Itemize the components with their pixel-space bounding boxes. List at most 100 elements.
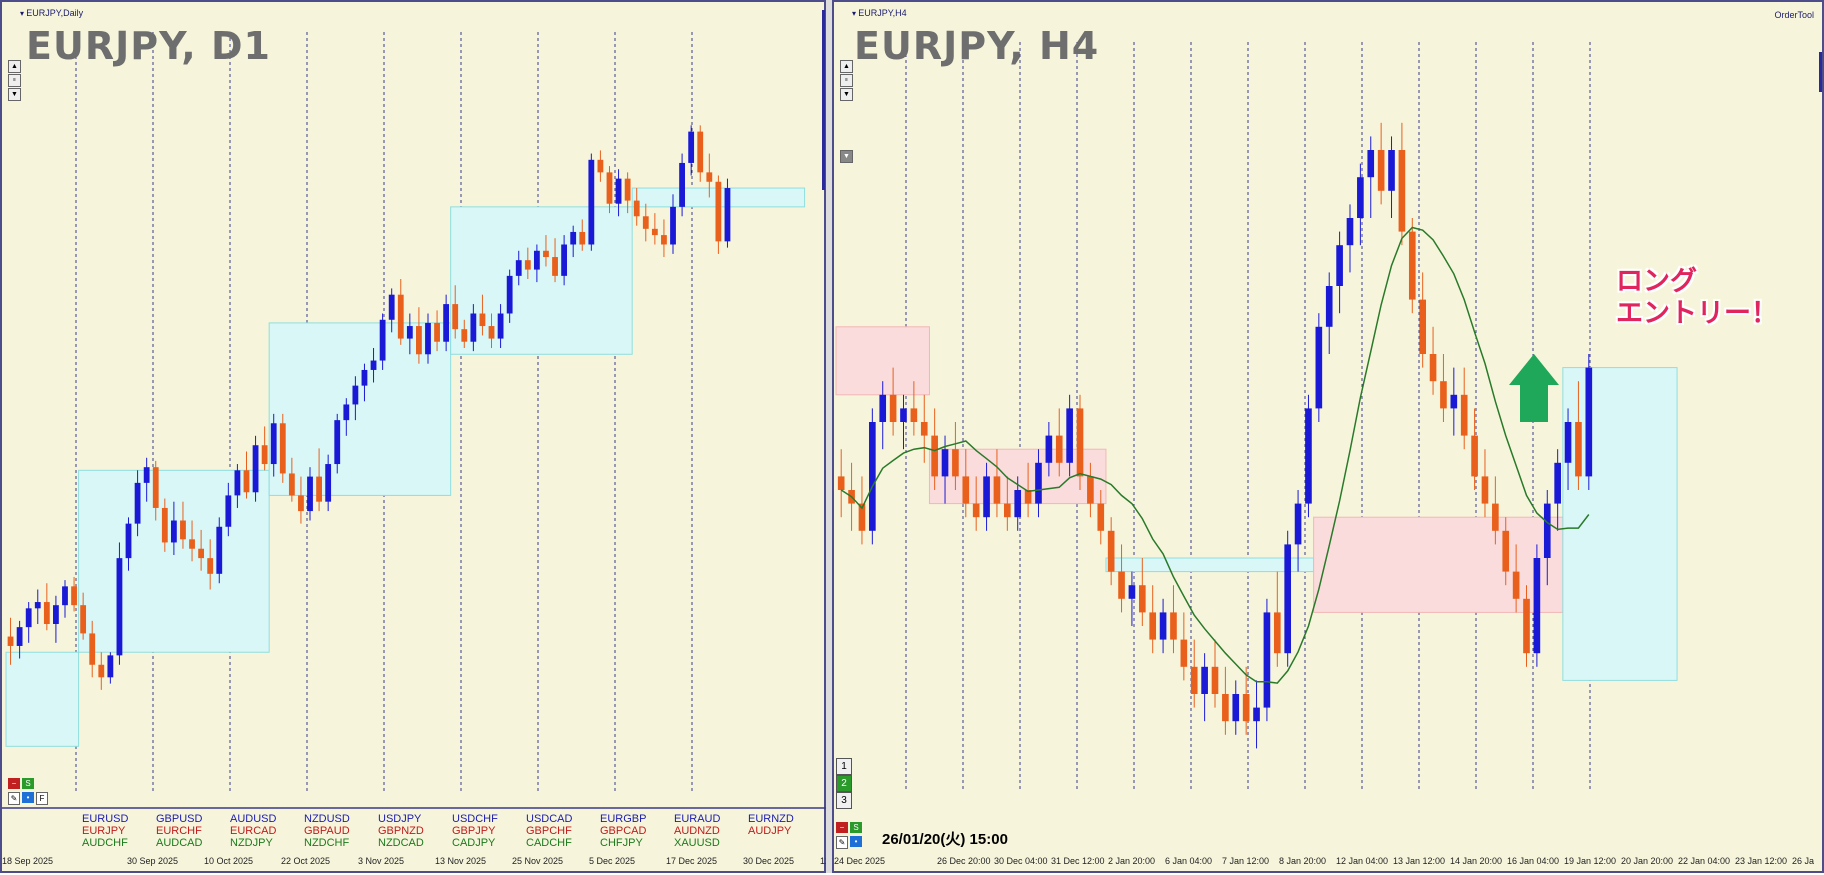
pair-symbol[interactable]: EURNZD bbox=[748, 813, 794, 825]
x-tick-label: 16 Jan 04:00 bbox=[1507, 856, 1560, 866]
s-button[interactable]: S bbox=[22, 778, 34, 789]
dot-icon[interactable]: • bbox=[22, 792, 34, 803]
candle-body bbox=[89, 633, 96, 665]
pair-column[interactable]: AUDUSD EURCAD NZDJPY bbox=[230, 813, 276, 849]
scroll-up-icon[interactable]: ▲ bbox=[8, 60, 21, 73]
candle-body bbox=[180, 520, 186, 540]
pair-symbol[interactable]: EURGBP bbox=[600, 813, 647, 825]
pair-symbol[interactable]: AUDNZD bbox=[674, 825, 720, 837]
tab-2[interactable]: 2 bbox=[836, 775, 852, 792]
pair-symbol[interactable]: NZDCHF bbox=[304, 837, 350, 849]
pair-column[interactable]: USDJPY GBPNZD NZDCAD bbox=[378, 813, 424, 849]
pair-symbol[interactable]: EURCAD bbox=[230, 825, 277, 837]
pair-symbol[interactable]: GBPAUD bbox=[304, 825, 350, 837]
candle-body bbox=[1575, 422, 1582, 477]
pair-symbol[interactable]: EURUSD bbox=[82, 813, 129, 825]
minus-icon[interactable]: − bbox=[8, 778, 20, 789]
candle-body bbox=[1107, 530, 1115, 572]
candle-body bbox=[1543, 503, 1551, 558]
scroll-down-icon[interactable]: ▼ bbox=[8, 88, 21, 101]
pair-symbol[interactable]: NZDJPY bbox=[230, 837, 273, 849]
s-button[interactable]: S bbox=[850, 822, 862, 833]
candle-body bbox=[425, 322, 431, 355]
pair-symbol[interactable]: GBPCAD bbox=[600, 825, 647, 837]
pair-symbol[interactable]: USDJPY bbox=[378, 813, 422, 825]
pair-symbol[interactable]: XAUUSD bbox=[674, 837, 720, 849]
candle-body bbox=[189, 539, 195, 549]
x-tick-label: 20 Jan 20:00 bbox=[1621, 856, 1674, 866]
candle-body bbox=[161, 507, 168, 543]
pencil-icon[interactable]: ✎ bbox=[836, 836, 848, 849]
candle-body bbox=[1180, 639, 1188, 667]
pair-column[interactable]: GBPUSD EURCHF AUDCAD bbox=[156, 813, 202, 849]
pair-symbol[interactable]: NZDCAD bbox=[378, 837, 424, 849]
pair-column[interactable]: NZDUSD GBPAUD NZDCHF bbox=[304, 813, 350, 849]
candle-body bbox=[1325, 286, 1333, 327]
candle-body bbox=[452, 304, 459, 330]
left-chart-window[interactable]: EURJPY,Daily EURJPY, D1 ▲ ≡ ▼ − S ✎ • F … bbox=[0, 0, 1079, 873]
pair-symbol[interactable]: GBPCHF bbox=[526, 825, 572, 837]
candle-body bbox=[1128, 585, 1136, 599]
candle-body bbox=[910, 408, 918, 422]
pencil-icon[interactable]: ✎ bbox=[8, 792, 20, 805]
x-tick-label: 26 Dec 20:00 bbox=[937, 856, 991, 866]
zoom-icon[interactable]: ≡ bbox=[8, 74, 21, 87]
pair-symbol[interactable]: GBPJPY bbox=[452, 825, 496, 837]
pair-symbol[interactable]: CADCHF bbox=[526, 837, 572, 849]
pair-column[interactable]: EURGBP GBPCAD CHFJPY bbox=[600, 813, 646, 849]
pane-separator[interactable] bbox=[826, 0, 832, 873]
trade-arrow-icon[interactable]: ▼ bbox=[840, 150, 853, 163]
pair-column[interactable]: EURUSD EURJPY AUDCHF bbox=[82, 813, 128, 849]
f-button[interactable]: F bbox=[36, 792, 48, 805]
x-tick-label: 30 Sep 2025 bbox=[127, 856, 179, 866]
zoom-icon[interactable]: ≡ bbox=[840, 74, 853, 87]
candle-body bbox=[858, 503, 866, 531]
candle-body bbox=[1159, 612, 1167, 640]
pair-symbol[interactable]: AUDUSD bbox=[230, 813, 277, 825]
candle-body bbox=[343, 404, 350, 421]
pair-symbol[interactable]: AUDCAD bbox=[156, 837, 203, 849]
candle-body bbox=[1138, 585, 1146, 613]
pair-symbol[interactable]: CADJPY bbox=[452, 837, 496, 849]
pair-symbol[interactable]: NZDUSD bbox=[304, 813, 350, 825]
scroll-up-icon[interactable]: ▲ bbox=[840, 60, 853, 73]
entry-line-2: エントリー！ bbox=[1616, 298, 1778, 329]
candle-body bbox=[134, 482, 141, 524]
pair-column[interactable]: USDCAD GBPCHF CADCHF bbox=[526, 813, 572, 849]
candle-body bbox=[1336, 245, 1343, 286]
candle-body bbox=[889, 394, 897, 422]
scroll-down-icon[interactable]: ▼ bbox=[840, 88, 853, 101]
tab-1[interactable]: 1 bbox=[836, 758, 852, 775]
right-chart-window[interactable]: EURJPY,H4 EURJPY, H4 OrderTool ▲ ≡ ▼ ▼ 2… bbox=[832, 0, 1824, 873]
zone-box bbox=[1562, 367, 1678, 681]
candle-body bbox=[1055, 435, 1063, 463]
pair-symbol[interactable]: EURJPY bbox=[82, 825, 126, 837]
candle-body bbox=[1523, 598, 1530, 654]
long-arrow-icon bbox=[1509, 354, 1559, 422]
minus-icon[interactable]: − bbox=[836, 822, 848, 833]
pair-symbol[interactable]: USDCHF bbox=[452, 813, 498, 825]
zone-box bbox=[5, 651, 80, 747]
pair-symbol[interactable]: GBPNZD bbox=[378, 825, 424, 837]
pair-column[interactable]: EURAUD AUDNZD XAUUSD bbox=[674, 813, 720, 849]
pair-symbol[interactable]: AUDJPY bbox=[748, 825, 792, 837]
candle-body bbox=[125, 523, 132, 559]
candle-body bbox=[597, 159, 604, 173]
zone-box bbox=[450, 206, 633, 355]
candle-body bbox=[1035, 462, 1042, 504]
pair-symbol[interactable]: EURCHF bbox=[156, 825, 202, 837]
pair-column[interactable]: EURNZD AUDJPY bbox=[748, 813, 794, 837]
left-x-axis: 18 Sep 2025 30 Sep 2025 10 Oct 2025 22 Oct … bbox=[2, 856, 1079, 868]
pair-symbol[interactable]: AUDCHF bbox=[82, 837, 128, 849]
pair-column[interactable]: USDCHF GBPJPY CADJPY bbox=[452, 813, 498, 849]
candle-body bbox=[515, 260, 522, 276]
pair-symbol[interactable]: USDCAD bbox=[526, 813, 573, 825]
dot-icon[interactable]: • bbox=[850, 836, 862, 847]
order-tool-label[interactable]: OrderTool bbox=[1774, 10, 1814, 20]
pair-symbol[interactable]: EURAUD bbox=[674, 813, 721, 825]
pair-symbol[interactable]: GBPUSD bbox=[156, 813, 203, 825]
pair-symbol[interactable]: CHFJPY bbox=[600, 837, 643, 849]
candle-body bbox=[688, 131, 695, 163]
tab-3[interactable]: 3 bbox=[836, 792, 852, 809]
candle-body bbox=[642, 216, 649, 229]
